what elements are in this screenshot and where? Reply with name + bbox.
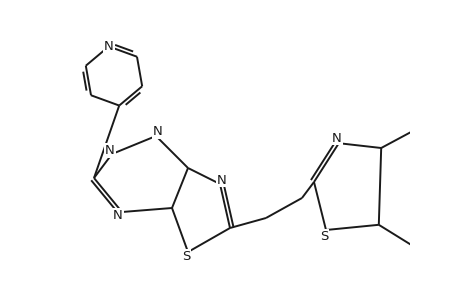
Text: N: N (153, 125, 162, 138)
Text: N: N (105, 144, 115, 157)
Text: N: N (217, 173, 226, 187)
Text: N: N (113, 209, 123, 222)
Text: S: S (319, 230, 327, 242)
Text: N: N (331, 131, 341, 145)
Text: N: N (104, 40, 113, 53)
Text: S: S (181, 250, 190, 263)
